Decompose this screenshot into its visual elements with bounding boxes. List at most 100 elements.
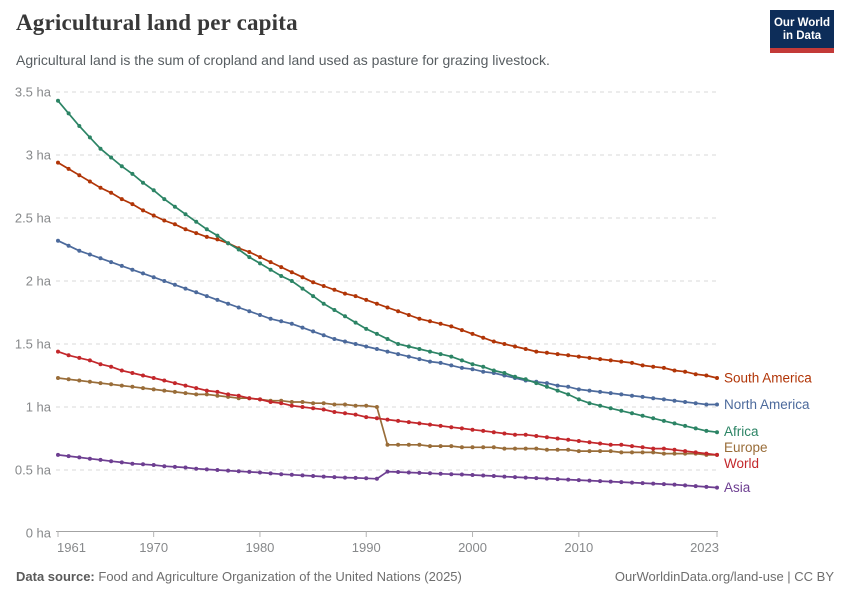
data-point — [640, 445, 645, 450]
data-point — [87, 379, 92, 384]
data-point — [406, 420, 411, 425]
data-point — [204, 234, 209, 239]
data-point — [459, 328, 464, 333]
x-tick-label-1970: 1970 — [139, 540, 168, 555]
data-point — [311, 294, 316, 299]
data-point — [704, 484, 709, 489]
series-world[interactable] — [56, 349, 719, 457]
data-point — [523, 446, 528, 451]
series-line-africa[interactable] — [57, 100, 718, 434]
series-asia[interactable] — [56, 452, 719, 490]
data-point — [77, 248, 82, 253]
data-point — [321, 407, 326, 412]
series-label-asia[interactable]: Asia — [724, 480, 751, 495]
data-point — [374, 331, 379, 336]
series-line-south-america[interactable] — [57, 161, 718, 379]
data-point — [385, 305, 390, 310]
data-point — [56, 238, 60, 243]
data-point — [630, 444, 634, 449]
data-point — [204, 388, 209, 393]
series-south-america[interactable] — [56, 160, 719, 380]
series-label-south-america[interactable]: South America — [724, 371, 812, 386]
data-point — [321, 333, 326, 338]
data-point — [279, 319, 284, 324]
data-point — [311, 280, 316, 285]
series-africa[interactable] — [56, 98, 719, 435]
series-label-world[interactable]: World — [724, 456, 759, 471]
series-line-north-america[interactable] — [57, 239, 717, 406]
data-point — [215, 297, 220, 302]
data-point — [438, 444, 443, 449]
data-point — [300, 286, 305, 291]
data-point — [576, 387, 581, 392]
data-point — [151, 275, 156, 280]
data-point — [576, 439, 581, 443]
data-point — [459, 445, 464, 450]
data-point — [332, 308, 337, 312]
data-point — [481, 364, 486, 369]
data-point — [141, 271, 145, 276]
series-label-africa[interactable]: Africa — [724, 424, 759, 439]
data-point — [321, 401, 326, 406]
data-point — [77, 173, 82, 178]
data-point — [162, 197, 167, 202]
data-point — [77, 378, 82, 383]
data-point — [194, 219, 199, 224]
data-point — [215, 233, 220, 238]
series-line-world[interactable] — [57, 350, 718, 456]
data-point — [672, 421, 677, 426]
data-point — [502, 371, 507, 375]
owid-logo-line1: Our World — [773, 17, 830, 29]
data-point — [151, 188, 156, 193]
data-point — [449, 444, 454, 449]
data-point — [449, 363, 454, 368]
data-point — [715, 485, 719, 490]
data-point — [172, 204, 177, 209]
data-point — [502, 431, 507, 436]
data-point — [396, 418, 401, 423]
data-point — [449, 425, 454, 430]
data-point — [258, 261, 262, 266]
data-point — [396, 352, 401, 357]
data-point — [428, 349, 432, 354]
series-label-europe[interactable]: Europe — [724, 440, 768, 455]
owid-logo[interactable]: Our World in Data — [770, 10, 834, 53]
series-north-america[interactable] — [56, 238, 719, 407]
data-point — [311, 406, 316, 411]
data-point — [396, 342, 401, 346]
data-point — [704, 373, 709, 378]
data-point — [661, 418, 666, 423]
data-point — [183, 286, 188, 291]
data-point — [300, 325, 305, 330]
data-point — [630, 450, 634, 455]
data-point — [268, 400, 273, 404]
data-point — [449, 354, 454, 359]
data-point — [66, 243, 71, 248]
data-point — [332, 475, 337, 480]
data-point — [300, 400, 305, 404]
data-point — [587, 401, 592, 406]
data-point — [428, 444, 432, 449]
data-source: Data source: Food and Agriculture Organi… — [16, 569, 462, 584]
data-point — [151, 213, 156, 218]
data-point — [470, 362, 475, 367]
data-point — [279, 274, 284, 278]
data-point — [204, 467, 209, 472]
data-point — [215, 393, 220, 398]
data-point — [406, 313, 411, 317]
data-point — [428, 471, 432, 476]
data-point — [236, 469, 241, 474]
data-point — [151, 463, 156, 467]
data-point — [428, 422, 432, 427]
data-source-text: Food and Agriculture Organization of the… — [98, 569, 462, 584]
data-point — [534, 381, 539, 386]
footer-link[interactable]: OurWorldinData.org/land-use | CC BY — [614, 569, 834, 584]
data-point — [172, 282, 177, 287]
data-point — [598, 479, 603, 484]
data-point — [374, 476, 379, 481]
series-label-north-america[interactable]: North America — [724, 397, 810, 412]
data-point — [289, 279, 294, 283]
data-point — [428, 359, 432, 364]
data-point — [141, 180, 145, 185]
